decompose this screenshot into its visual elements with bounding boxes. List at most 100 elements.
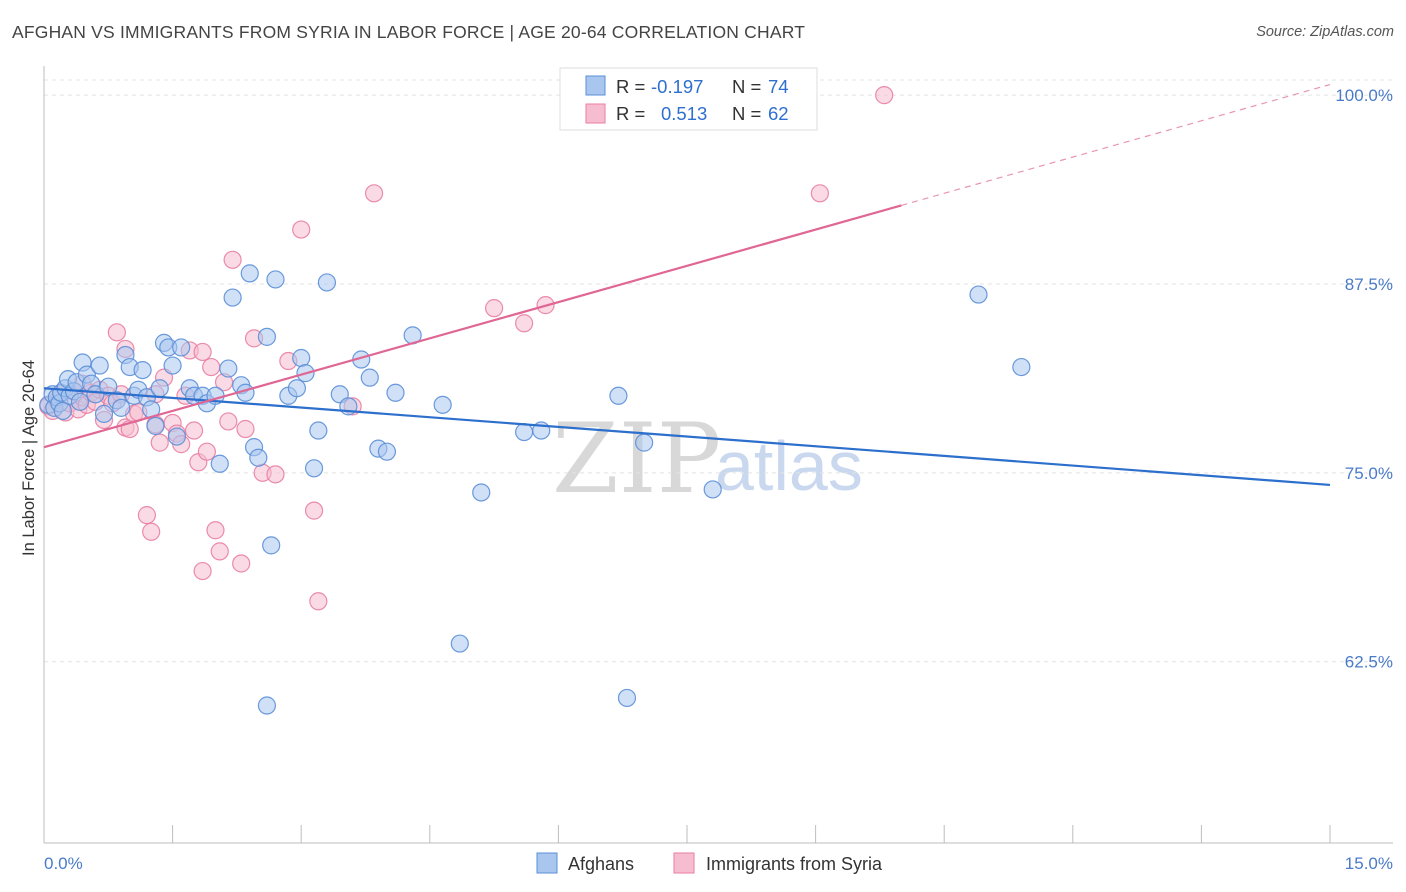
data-point-afghans [635,433,654,452]
y-tick-label: 62.5% [1345,653,1393,672]
data-point-syria [193,342,212,362]
trendline-afghans [43,387,1331,487]
data-point-syria [193,561,212,581]
data-point-afghans [210,454,229,473]
data-point-afghans [150,379,169,398]
watermark-zip: ZIP [552,403,721,515]
data-point-afghans [360,368,379,387]
y-tick-label: 75.0% [1345,464,1393,483]
data-point-syria [304,501,324,520]
data-point-syria [232,554,251,573]
data-point-syria [309,592,328,611]
data-point-afghans [90,356,109,375]
data-point-afghans [99,377,118,396]
data-point-syria [875,86,894,105]
y-tick-labels: 100.0% 87.5% 75.0% 62.5% [1335,86,1393,672]
x-tick-label-min: 0.0% [44,854,83,873]
data-point-syria [197,442,216,461]
chart-title: AFGHAN VS IMMIGRANTS FROM SYRIA IN LABOR… [12,22,806,42]
data-point-afghans [240,264,259,283]
legend-n-label-syria: N = [732,103,761,124]
data-point-afghans [262,536,281,555]
data-point-syria [810,184,829,203]
bottom-legend-label-syria: Immigrants from Syria [706,854,883,874]
data-point-afghans [163,356,182,375]
bottom-legend-label-afghans: Afghans [568,854,634,874]
data-point-syria [137,506,156,525]
data-point-afghans [304,459,324,478]
data-point-syria [364,184,384,203]
legend-r-label-afghans: R = [616,76,645,97]
data-point-afghans [53,401,72,420]
data-point-afghans [167,427,186,446]
legend-swatch-syria [585,103,606,124]
stats-legend: R = -0.197 N = 74 R = 0.513 N = 62 [559,67,818,131]
watermark: ZIP atlas [552,403,863,515]
data-point-syria [223,250,242,269]
data-point-afghans [450,634,469,653]
data-point-syria [202,357,221,377]
x-tick-label-max: 15.0% [1345,854,1393,873]
data-point-afghans [515,422,534,442]
bottom-legend-swatch-syria [673,852,695,874]
data-point-syria [266,465,285,484]
legend-r-label-syria: R = [616,103,645,124]
legend-r-value-afghans: -0.197 [651,76,703,97]
data-point-afghans [94,404,114,424]
data-point-afghans [386,383,405,402]
watermark-atlas: atlas [715,427,863,505]
data-point-syria [206,521,225,540]
data-point-afghans [223,288,242,307]
data-point-afghans [309,421,328,440]
data-point-syria [150,433,169,452]
data-point-afghans [257,696,277,715]
y-tick-label: 100.0% [1335,86,1393,105]
data-point-afghans [70,392,90,411]
axes [43,66,1393,844]
data-point-afghans [249,448,268,467]
data-point-afghans [617,688,637,708]
trendlines [43,83,1331,487]
data-point-afghans [703,480,722,499]
data-point-afghans [172,338,191,357]
legend-n-value-afghans: 74 [768,76,789,97]
data-point-afghans [317,273,337,292]
data-point-afghans [292,348,311,368]
data-point-syria [219,412,238,431]
data-point-afghans [969,285,988,304]
data-point-afghans [472,483,491,502]
legend-n-label-afghans: N = [732,76,761,97]
data-point-syria [515,314,534,333]
data-point-afghans [287,379,307,398]
gridlines [44,79,1393,663]
data-point-syria [292,220,311,239]
legend-r-value-syria: 0.513 [661,103,707,124]
trendline-syria-extension [901,83,1331,206]
data-point-syria [210,542,229,561]
data-point-syria [485,299,504,318]
legend-n-value-syria: 62 [768,103,789,124]
data-point-afghans [377,442,397,461]
data-point-afghans [133,360,152,380]
data-point-syria [142,522,161,541]
chart-source: Source: ZipAtlas.com [1256,24,1394,40]
data-point-afghans [257,327,277,346]
data-point-afghans [112,398,131,417]
series-legend: Afghans Immigrants from Syria [536,852,883,874]
y-axis-label: In Labor Force | Age 20-64 [20,360,38,556]
data-point-syria [236,419,255,439]
data-point-afghans [146,416,165,436]
trendline-syria [43,204,902,449]
legend-swatch-afghans [585,75,606,96]
y-tick-label: 87.5% [1345,275,1393,294]
series-afghans-points [39,264,1031,715]
data-point-afghans [219,359,238,378]
data-point-afghans [1012,357,1031,377]
data-point-afghans [266,270,285,289]
bottom-legend-swatch-afghans [536,852,558,874]
data-point-afghans [609,386,628,405]
data-point-afghans [433,395,452,414]
data-point-syria [184,421,204,440]
data-point-syria [107,323,126,342]
